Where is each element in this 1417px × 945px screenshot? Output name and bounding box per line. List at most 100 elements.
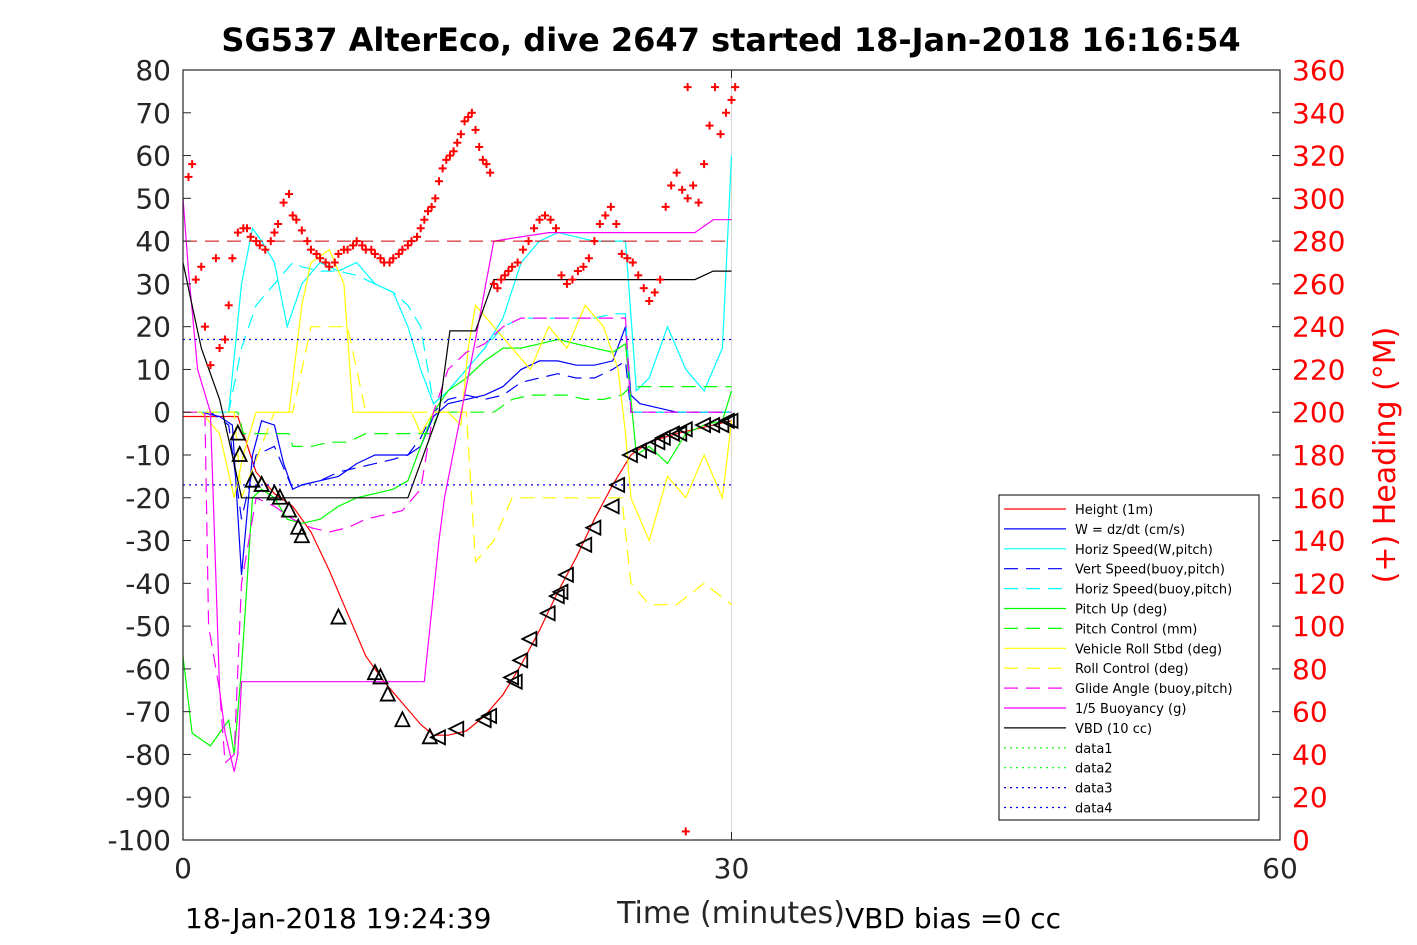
dive-marker-11: [372, 667, 389, 685]
dive-marker-0: [229, 423, 247, 441]
legend-label-4: Horiz Speed(buoy,pitch): [1075, 583, 1232, 598]
series-line-11: [182, 262, 732, 499]
heading-point-44: [385, 258, 394, 267]
heading-point-19: [270, 228, 279, 237]
heading-point-14: [246, 232, 255, 241]
climb-marker-25: [703, 416, 721, 434]
climb-marker-16: [620, 446, 638, 464]
y-right-tick-label-9: 180: [1292, 439, 1345, 472]
heading-point-100: [639, 284, 648, 293]
legend-label-14: data3: [1075, 782, 1113, 797]
legend-label-15: data4: [1075, 802, 1113, 817]
heading-point-115: [722, 108, 731, 117]
heading-point-21: [279, 198, 288, 207]
y-tick-label-11: -30: [125, 525, 171, 558]
dive-marker-2: [244, 470, 261, 488]
dive-marker-5: [271, 487, 289, 505]
heading-layer: [183, 83, 740, 836]
heading-point-24: [292, 215, 301, 224]
heading-point-81: [535, 215, 544, 224]
heading-point-116: [727, 95, 736, 104]
dive-marker-8: [293, 526, 311, 544]
climb-marker-24: [694, 416, 711, 434]
y-right-tick-label-12: 120: [1292, 567, 1345, 600]
dive-marker-12: [379, 684, 397, 702]
heading-outlier-1: [683, 83, 692, 92]
heading-point-13: [242, 224, 251, 233]
heading-point-8: [221, 335, 230, 344]
series-line-8: [183, 326, 732, 606]
heading-point-47: [398, 245, 407, 254]
y-tick-label-3: 50: [135, 182, 171, 215]
chart-title: SG537 AlterEco, dive 2647 started 18-Jan…: [221, 21, 1240, 59]
series-layer: [182, 155, 733, 772]
climb-marker-18: [639, 437, 657, 455]
heading-point-32: [330, 258, 339, 267]
heading-point-75: [504, 267, 513, 276]
heading-point-55: [431, 194, 440, 203]
climb-marker-3: [480, 707, 498, 725]
heading-point-41: [370, 249, 379, 258]
heading-point-91: [590, 237, 599, 246]
y-tick-label-10: -20: [125, 482, 171, 515]
heading-point-69: [482, 160, 491, 169]
y-right-tick-label-8: 200: [1292, 396, 1345, 429]
legend-label-3: Vert Speed(buoy,pitch): [1075, 563, 1225, 578]
heading-point-49: [407, 237, 416, 246]
y-tick-label-8: 0: [153, 396, 171, 429]
y-right-tick-label-10: 160: [1292, 482, 1345, 515]
y-tick-label-14: -60: [125, 653, 171, 686]
y-tick-label-17: -90: [125, 781, 171, 814]
heading-point-107: [678, 185, 687, 194]
heading-point-98: [628, 258, 637, 267]
heading-point-59: [445, 151, 454, 160]
y-tick-label-12: -40: [125, 567, 171, 600]
x-tick-label-0: 0: [174, 852, 192, 885]
climb-marker-20: [653, 429, 671, 447]
heading-point-87: [568, 275, 577, 284]
heading-point-104: [661, 202, 670, 211]
climb-marker-13: [584, 519, 602, 537]
heading-point-36: [349, 241, 358, 250]
footer-vbd-bias: VBD bias =0 cc: [845, 902, 1061, 935]
legend-label-8: Roll Control (deg): [1075, 662, 1189, 677]
climb-marker-7: [520, 630, 538, 648]
heading-point-96: [617, 249, 626, 258]
heading-point-103: [656, 275, 665, 284]
y-right-tick-label-0: 360: [1292, 54, 1345, 87]
heading-point-54: [427, 202, 436, 211]
heading-point-74: [500, 271, 509, 280]
legend-label-7: Vehicle Roll Stbd (deg): [1075, 642, 1222, 657]
heading-point-77: [513, 258, 522, 267]
heading-point-51: [416, 224, 425, 233]
y-tick-label-7: 10: [135, 353, 171, 386]
heading-point-40: [367, 245, 376, 254]
heading-point-29: [316, 254, 325, 263]
y-tick-label-2: 60: [135, 140, 171, 173]
heading-point-1: [188, 160, 197, 169]
climb-marker-8: [538, 604, 556, 622]
heading-point-70: [486, 168, 495, 177]
heading-point-117: [731, 83, 740, 92]
heading-point-6: [211, 254, 220, 263]
heading-point-35: [343, 245, 352, 254]
heading-point-101: [645, 297, 654, 305]
y-right-tick-label-17: 20: [1292, 781, 1328, 814]
heading-point-78: [519, 245, 528, 254]
heading-point-0: [184, 172, 193, 181]
heading-point-57: [438, 164, 447, 173]
climb-marker-6: [511, 651, 529, 669]
heading-point-2: [191, 275, 200, 284]
heading-point-30: [321, 258, 330, 267]
y-right-tick-label-7: 220: [1292, 353, 1345, 386]
heading-point-67: [475, 143, 484, 151]
heading-point-85: [557, 271, 566, 280]
heading-point-18: [266, 237, 275, 246]
heading-point-102: [650, 288, 659, 297]
heading-point-60: [449, 147, 458, 156]
climb-marker-10: [551, 583, 569, 601]
y-right-tick-label-18: 0: [1292, 824, 1310, 857]
heading-point-93: [601, 211, 610, 220]
heading-point-108: [683, 194, 692, 203]
y-tick-label-6: 20: [135, 311, 171, 344]
